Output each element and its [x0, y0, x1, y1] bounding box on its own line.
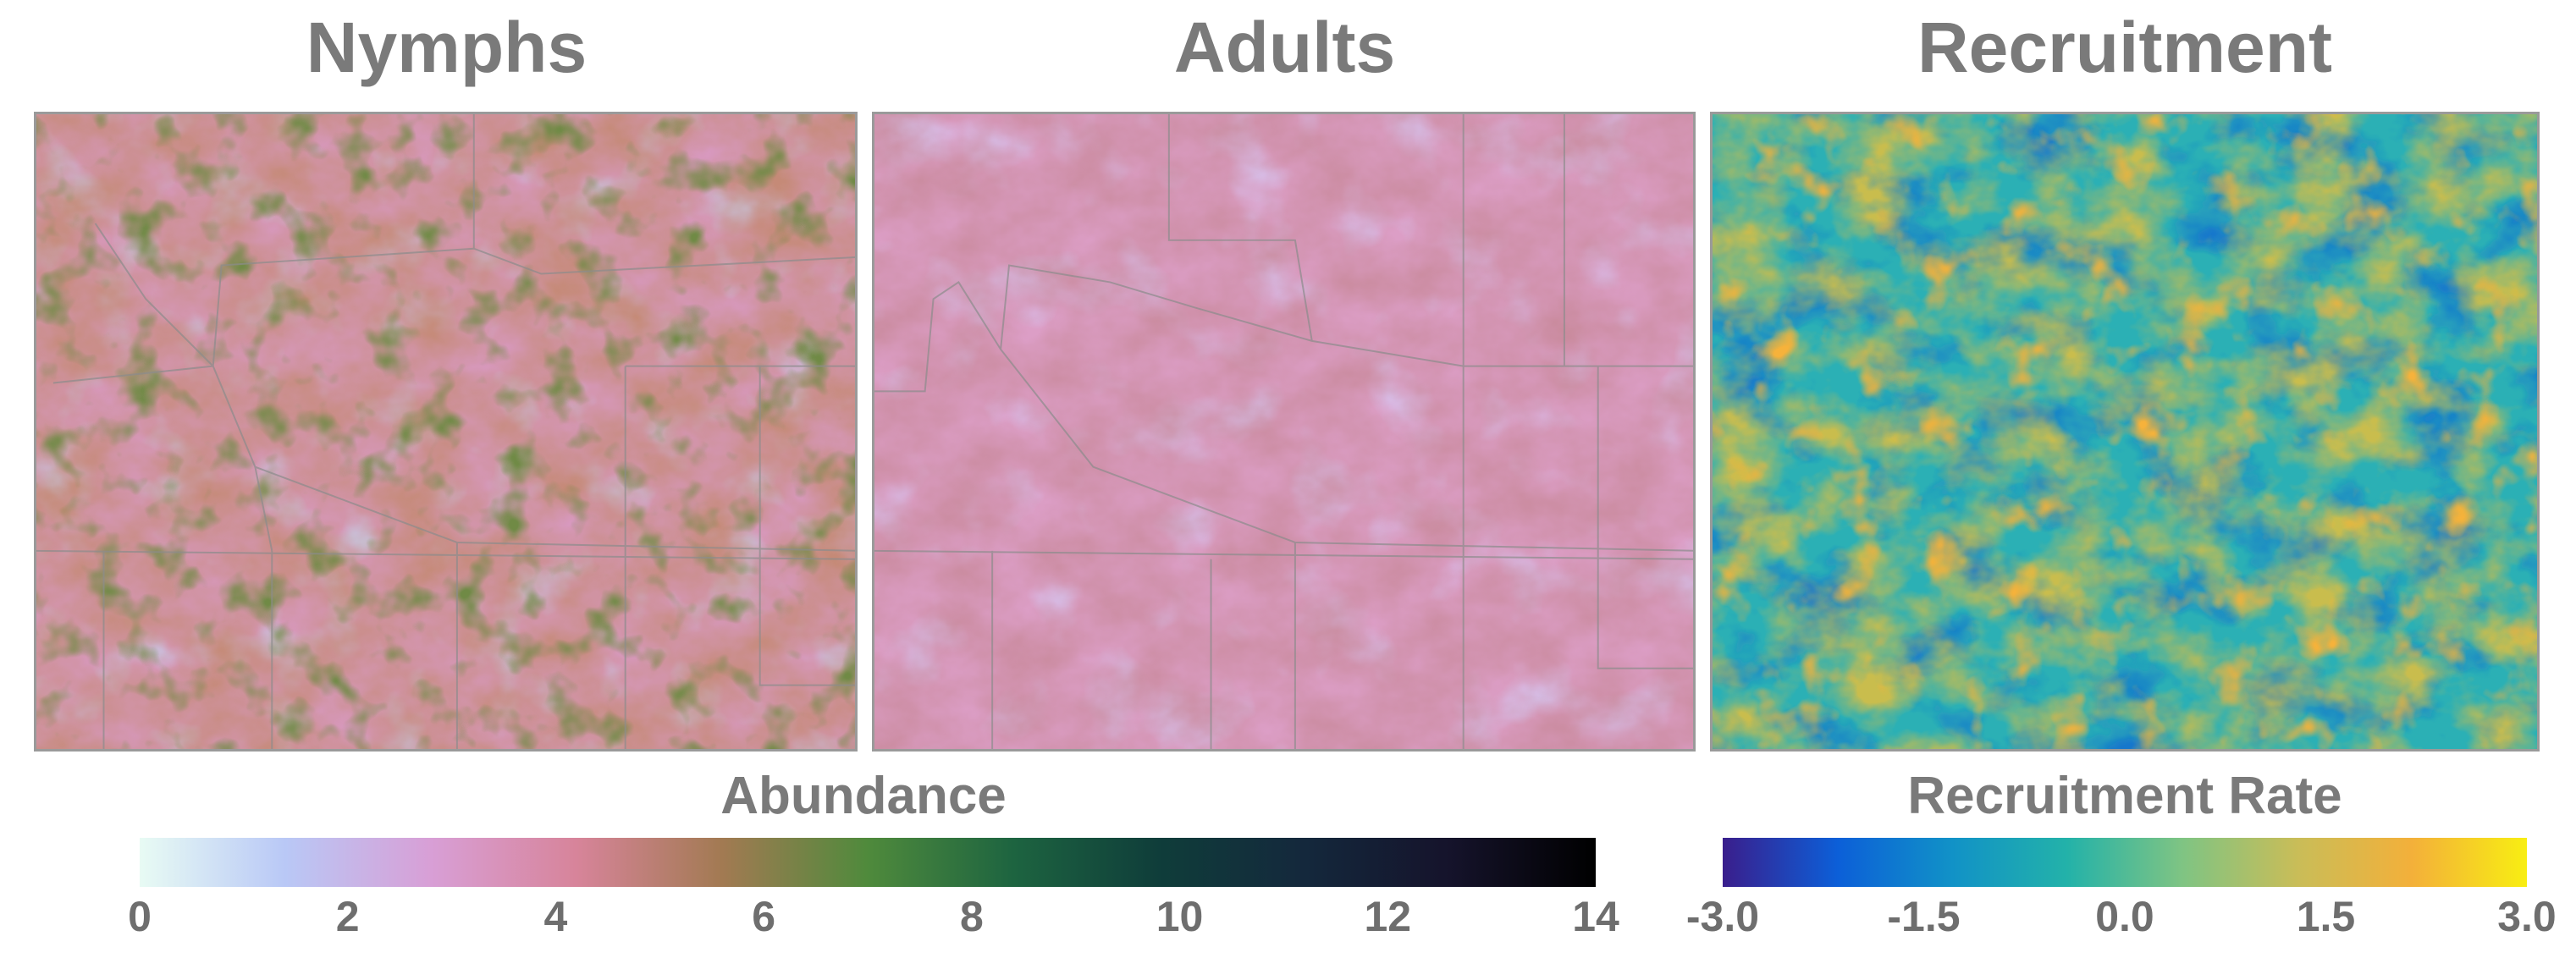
county-boundaries	[36, 114, 855, 749]
recruitment-colorbar	[1723, 838, 2527, 887]
abundance-tick-label: 6	[752, 893, 776, 940]
abundance-tick-label: 10	[1156, 893, 1204, 940]
recruitment-tick-label: 1.5	[2296, 893, 2356, 940]
recruitment-title: Recruitment	[1917, 8, 2333, 87]
abundance-legend-title: Abundance	[720, 767, 1007, 825]
nymphs-title: Nymphs	[306, 8, 587, 87]
recruitment-tick-label: -3.0	[1685, 893, 1760, 940]
abundance-tick-label: 8	[959, 893, 984, 940]
abundance-tick-label: 12	[1364, 893, 1412, 940]
recruitment-tick-label: -1.5	[1887, 893, 1961, 940]
abundance-tick-label: 0	[128, 893, 152, 940]
recruitment-legend-title: Recruitment Rate	[1907, 767, 2342, 825]
abundance-colorbar	[140, 838, 1596, 887]
recruitment-map	[1710, 112, 2540, 752]
adults-map	[872, 112, 1696, 752]
abundance-tick-label: 4	[543, 893, 568, 940]
nymphs-map	[34, 112, 858, 752]
adults-title: Adults	[1173, 8, 1396, 87]
abundance-tick-label: 2	[335, 893, 360, 940]
recruitment-tick-label: 0.0	[2095, 893, 2154, 940]
abundance-tick-label: 14	[1572, 893, 1619, 940]
county-boundaries	[874, 114, 1693, 749]
recruitment-tick-label: 3.0	[2497, 893, 2557, 940]
